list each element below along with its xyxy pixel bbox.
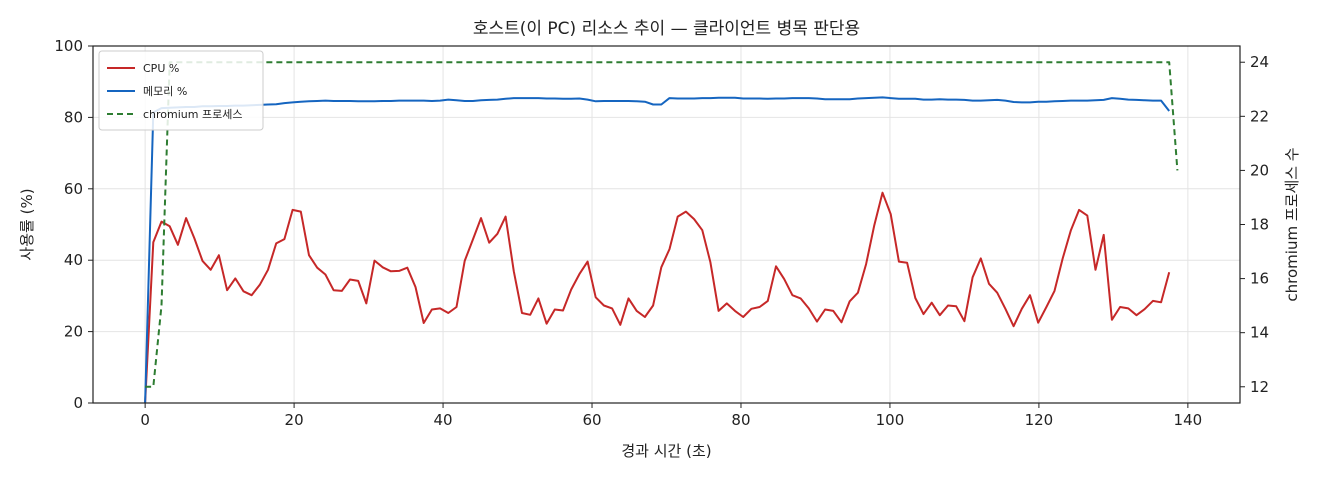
y-tick-label: 40 [64, 251, 83, 269]
y-tick-label: 80 [64, 108, 83, 126]
legend-entry: CPU % [143, 62, 179, 75]
y2-tick-label: 20 [1250, 161, 1269, 179]
series-line [145, 61, 1179, 388]
y2-tick-label: 14 [1250, 324, 1269, 342]
series-layer [144, 61, 1179, 404]
x-tick-label: 0 [140, 411, 150, 429]
x-tick-label: 80 [731, 411, 750, 429]
legend-entry: chromium 프로세스 [143, 108, 242, 121]
x-tick-label: 120 [1025, 411, 1054, 429]
y2-axis-label: chromium 프로세스 수 [1283, 147, 1301, 301]
y-tick-label: 0 [73, 394, 83, 412]
legend-entry: 메모리 % [143, 85, 187, 98]
y2-axis-ticks: 12 14 16 18 20 22 24 [1240, 53, 1269, 396]
x-tick-label: 20 [285, 411, 304, 429]
y2-tick-label: 12 [1250, 378, 1269, 396]
x-tick-label: 140 [1174, 411, 1203, 429]
y2-tick-label: 24 [1250, 53, 1269, 71]
y2-tick-label: 18 [1250, 216, 1269, 234]
chart-title: 호스트(이 PC) 리소스 추이 — 클라이언트 병목 판단용 [473, 19, 860, 39]
y-axis-ticks: 0 20 40 60 80 100 [54, 37, 93, 412]
y-tick-label: 20 [64, 323, 83, 341]
y-tick-label: 100 [54, 37, 83, 55]
y-tick-label: 60 [64, 180, 83, 198]
y2-tick-label: 16 [1250, 270, 1269, 288]
y2-tick-label: 22 [1250, 107, 1269, 125]
series-line [144, 191, 1171, 404]
x-tick-label: 60 [582, 411, 601, 429]
x-tick-label: 40 [434, 411, 453, 429]
x-axis-ticks: 0 20 40 60 80 100 120 140 [140, 403, 1202, 429]
legend: CPU % 메모리 % chromium 프로세스 [98, 50, 264, 131]
series-line [144, 96, 1170, 404]
legend-box [98, 50, 264, 131]
x-tick-label: 100 [876, 411, 905, 429]
y-axis-label: 사용률 (%) [18, 188, 36, 260]
x-axis-label: 경과 시간 (초) [621, 442, 711, 460]
